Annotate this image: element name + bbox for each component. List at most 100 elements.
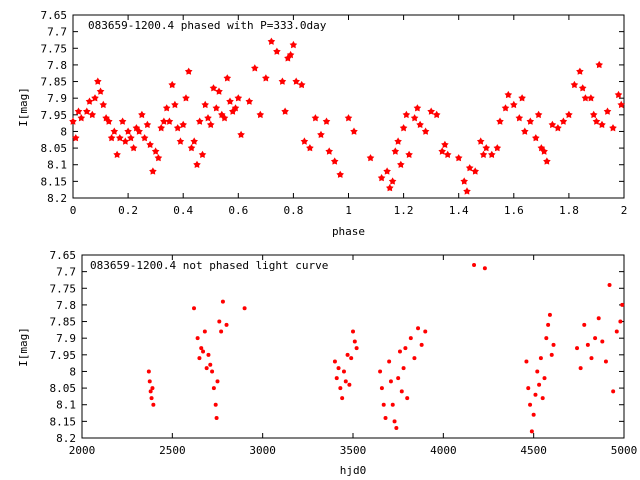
data-point (206, 352, 211, 357)
data-point (526, 386, 531, 391)
data-point (611, 389, 616, 394)
data-point (405, 396, 410, 401)
data-point (394, 137, 402, 145)
data-point (184, 67, 193, 75)
data-point (336, 366, 341, 371)
data-point (138, 110, 146, 119)
data-point (96, 87, 105, 95)
data-point (576, 67, 584, 75)
data-point (105, 117, 113, 125)
data-point (214, 416, 219, 421)
data-point (143, 120, 152, 128)
data-point (534, 110, 543, 119)
y-tick-label: 7.85 (50, 316, 77, 329)
x-tick-label: 0.8 (283, 204, 303, 217)
data-point (377, 174, 386, 182)
data-point (204, 366, 209, 371)
data-point (281, 107, 289, 115)
data-point (397, 349, 402, 354)
data-point (383, 416, 388, 421)
data-point (201, 349, 206, 354)
data-point (204, 114, 212, 122)
x-tick-label: 0.6 (228, 204, 248, 217)
data-point (350, 127, 358, 135)
data-point (416, 326, 421, 331)
data-point (113, 150, 121, 158)
data-point (325, 147, 333, 155)
data-point (570, 80, 579, 89)
data-point (124, 127, 132, 135)
y-tick-label: 8.2 (56, 432, 76, 445)
data-point (496, 117, 504, 125)
data-point (77, 114, 86, 122)
data-point (379, 386, 384, 391)
data-point (388, 379, 393, 384)
data-point (83, 107, 91, 115)
data-point (391, 147, 400, 155)
data-point (219, 329, 224, 334)
data-point (535, 369, 540, 374)
data-point (72, 134, 80, 142)
data-point (399, 389, 404, 394)
y-tick-label: 7.75 (50, 282, 77, 295)
x-tick-label: 2 (621, 204, 628, 217)
data-point (292, 77, 300, 85)
data-point (521, 127, 529, 135)
data-point (463, 187, 471, 195)
data-point (211, 386, 216, 391)
data-point (215, 379, 220, 384)
data-point (116, 134, 124, 142)
data-point (284, 54, 292, 62)
x-tick-label: 3500 (340, 444, 367, 457)
data-point (543, 157, 551, 165)
data-point (223, 74, 232, 82)
data-point (401, 366, 406, 371)
data-point (94, 77, 102, 85)
data-point (267, 37, 276, 45)
data-point (344, 114, 353, 122)
data-point (387, 359, 392, 364)
data-point (354, 346, 359, 351)
data-point (278, 77, 287, 85)
data-point (317, 130, 325, 138)
y-tick-label: 7.65 (41, 9, 68, 22)
data-point (598, 120, 606, 128)
data-point (201, 100, 209, 109)
data-point (504, 90, 513, 99)
y-tick-label: 8.1 (47, 159, 67, 172)
data-point (460, 177, 468, 185)
data-point (273, 47, 281, 55)
x-tick-label: 3000 (249, 444, 276, 457)
plot-frame (81, 254, 625, 439)
data-point (332, 359, 337, 364)
data-point (413, 104, 422, 112)
x-tick-label: 0.4 (173, 204, 193, 217)
data-point (286, 50, 295, 59)
data-point (383, 167, 391, 175)
data-point (419, 342, 424, 347)
data-point (345, 352, 350, 357)
data-point (340, 396, 345, 401)
data-point (245, 97, 254, 105)
x-tick-label: 4500 (520, 444, 547, 457)
data-point (392, 419, 397, 424)
data-point (578, 366, 583, 371)
data-point (85, 97, 94, 105)
data-point (140, 134, 149, 142)
data-point (212, 104, 221, 112)
data-point (427, 107, 435, 115)
data-point (127, 134, 135, 142)
data-point (209, 84, 218, 92)
data-point (454, 154, 463, 162)
data-point (565, 110, 573, 119)
data-point (528, 402, 533, 407)
data-point (176, 137, 185, 145)
data-point (617, 100, 625, 109)
data-point (110, 127, 119, 135)
data-point (220, 114, 229, 122)
data-point (148, 389, 153, 394)
x-tick-label: 2000 (69, 444, 96, 457)
data-point (118, 117, 127, 125)
data-point (559, 117, 568, 125)
data-point (595, 60, 603, 69)
